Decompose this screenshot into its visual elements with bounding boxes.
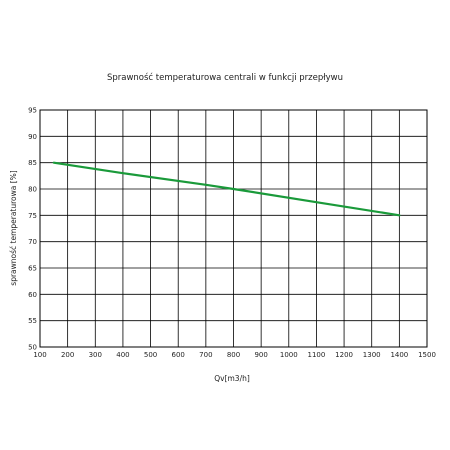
chart-title: Sprawność temperaturowa centrali w funkc… bbox=[107, 72, 343, 83]
x-tick-label: 700 bbox=[199, 351, 212, 359]
x-tick-label: 1200 bbox=[335, 351, 353, 359]
y-tick-label: 65 bbox=[28, 265, 37, 273]
y-tick-label: 95 bbox=[28, 107, 37, 115]
x-axis-label: Qv[m3/h] bbox=[214, 374, 250, 383]
x-tick-label: 200 bbox=[61, 351, 74, 359]
x-tick-label: 1000 bbox=[280, 351, 298, 359]
y-tick-label: 90 bbox=[28, 133, 37, 141]
y-tick-label: 75 bbox=[28, 212, 37, 220]
x-tick-label: 100 bbox=[33, 351, 46, 359]
y-tick-label: 70 bbox=[28, 238, 37, 246]
x-axis: 100 200 300 400 500 600 700 800 900 1000 1100 1200 1… bbox=[33, 351, 436, 359]
series-layer bbox=[52, 161, 401, 217]
series-line bbox=[52, 161, 401, 217]
x-tick-label: 1300 bbox=[363, 351, 381, 359]
y-tick-label: 85 bbox=[28, 159, 37, 167]
y-axis-label: sprawność temperaturowa [%] bbox=[9, 170, 18, 286]
grid bbox=[39, 109, 428, 348]
x-tick-label: 1100 bbox=[308, 351, 326, 359]
x-tick-label: 600 bbox=[172, 351, 185, 359]
y-tick-label: 80 bbox=[28, 186, 37, 194]
x-tick-label: 500 bbox=[144, 351, 157, 359]
plot-area bbox=[39, 109, 428, 348]
x-tick-label: 300 bbox=[89, 351, 102, 359]
y-axis: 50 55 60 65 70 75 80 85 90 95 bbox=[28, 107, 37, 352]
x-tick-label: 1500 bbox=[418, 351, 436, 359]
x-tick-label: 1400 bbox=[390, 351, 408, 359]
y-tick-label: 55 bbox=[28, 317, 37, 325]
x-tick-label: 800 bbox=[227, 351, 240, 359]
y-tick-label: 60 bbox=[28, 291, 37, 299]
y-tick-label: 50 bbox=[28, 344, 37, 352]
x-tick-label: 900 bbox=[254, 351, 267, 359]
x-tick-label: 400 bbox=[116, 351, 129, 359]
